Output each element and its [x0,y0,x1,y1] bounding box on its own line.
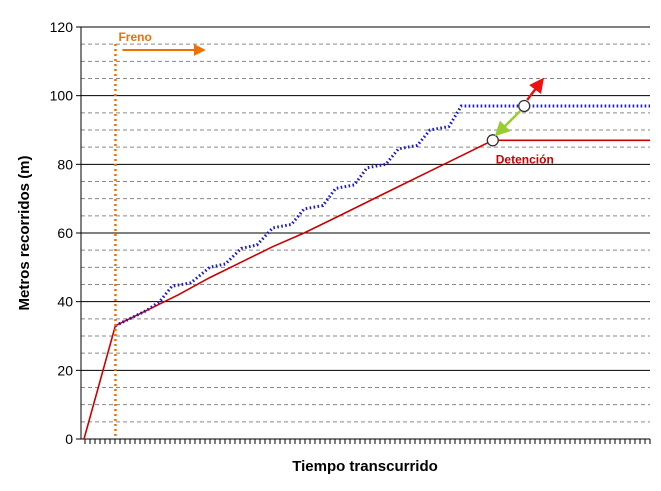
y-tick-label: 100 [50,88,74,104]
grid-layer [81,26,650,440]
y-axis-title: Metros recorridos (m) [16,155,33,310]
y-tick-label: 60 [57,225,73,241]
y-tick-label: 0 [65,431,73,447]
stop-point-marker [518,99,531,113]
series-line-0 [83,139,650,440]
detencion-label: Detención [496,152,554,166]
stop-point-marker [486,134,499,147]
x-axis-title: Tiempo transcurrido [292,458,438,475]
y-tick-label: 20 [57,362,73,378]
series-line-1 [114,104,650,328]
red-arrow [526,77,545,101]
green-arrow [494,110,522,137]
y-tick-label: 120 [50,19,74,35]
axes-layer: 0 20 40 60 80 100 120 [50,19,651,447]
y-tick-label: 80 [57,156,73,172]
annotation-layer: Freno Detención [114,30,554,439]
series-layer [83,104,650,440]
freno-label: Freno [118,30,151,44]
y-tick-label: 40 [57,294,73,310]
